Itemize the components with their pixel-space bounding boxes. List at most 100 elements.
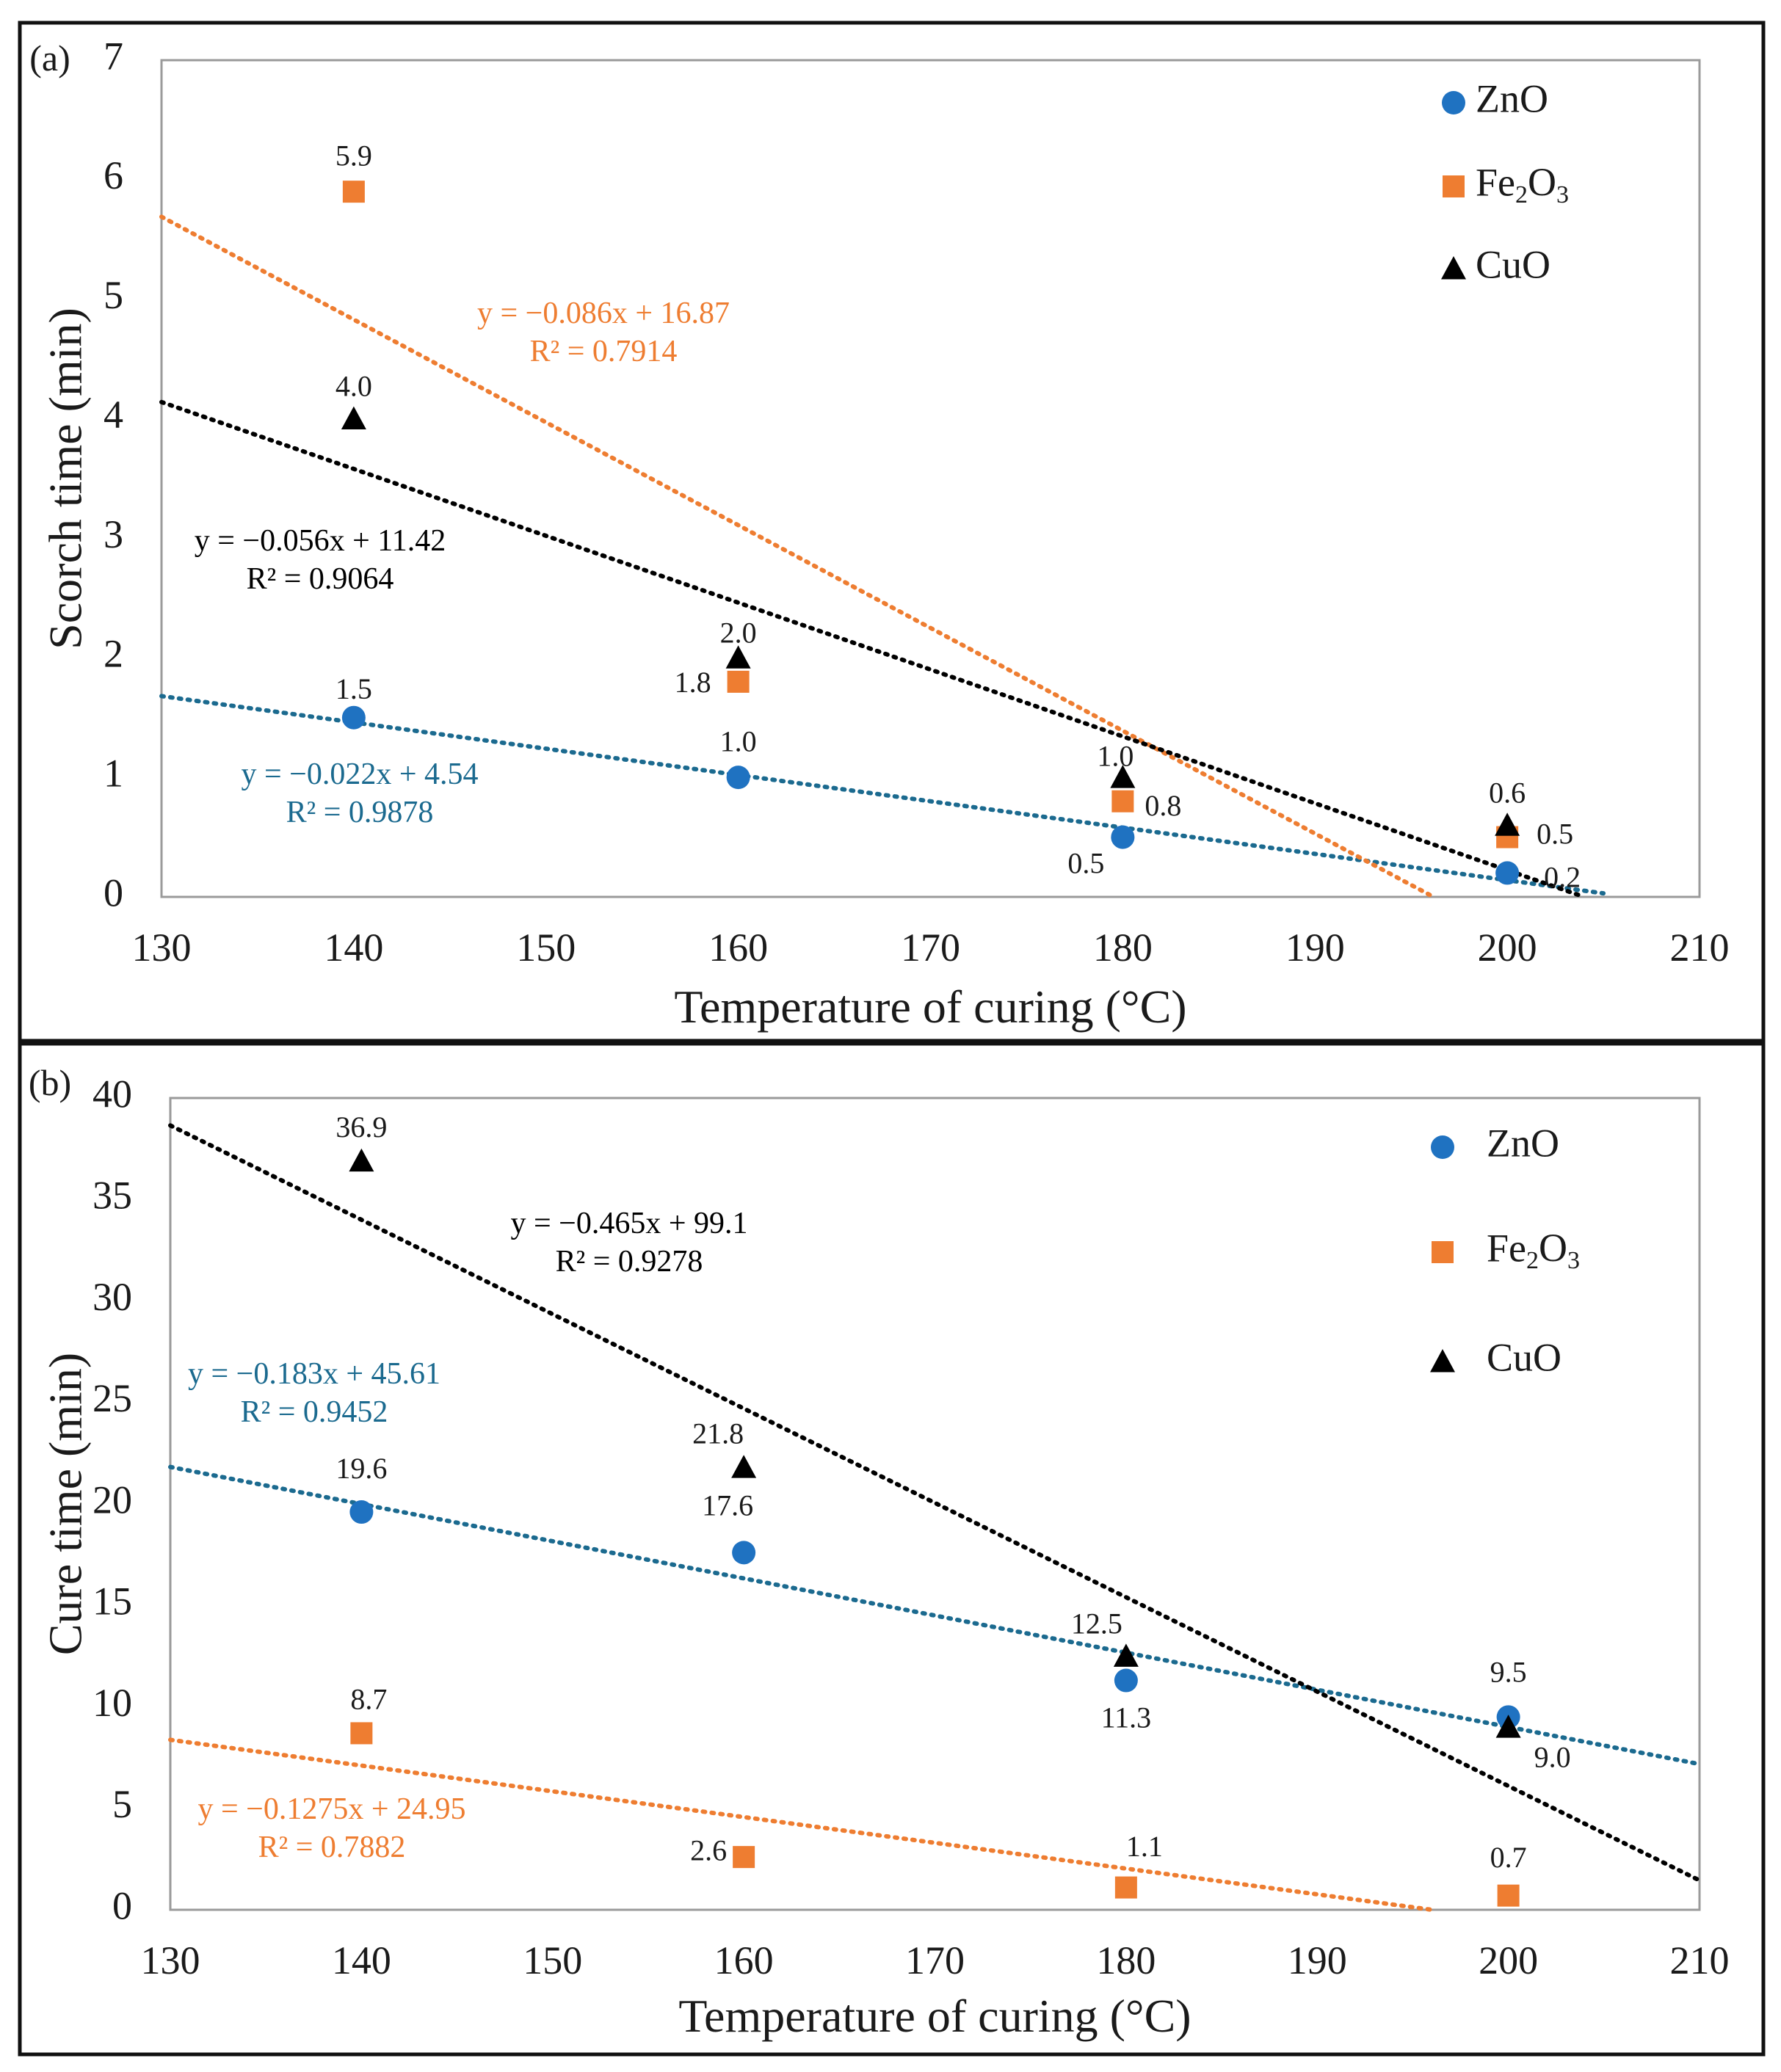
legend-label: ZnO (1476, 76, 1548, 120)
y-tick-label: 1 (104, 752, 123, 796)
data-point (350, 1722, 373, 1745)
data-label: 17.6 (702, 1489, 753, 1522)
y-axis-title: Cure time (min) (40, 1353, 92, 1655)
trend-r-squared: R² = 0.7882 (258, 1831, 406, 1864)
data-point (349, 1500, 374, 1524)
data-label: 1.8 (675, 666, 711, 699)
legend-label: CuO (1487, 1335, 1561, 1379)
data-point (1111, 825, 1135, 849)
x-axis-title: Temperature of curing (°C) (674, 981, 1186, 1033)
panel-frame (18, 1042, 1766, 2057)
x-tick-label: 200 (1478, 926, 1537, 970)
data-point (732, 1541, 756, 1565)
y-tick-label: 7 (104, 34, 123, 78)
trend-r-squared: R² = 0.7914 (530, 335, 678, 368)
x-tick-label: 130 (132, 926, 192, 970)
legend-marker-square (1443, 175, 1465, 197)
y-tick-label: 40 (93, 1072, 132, 1116)
data-point (342, 181, 365, 203)
trend-r-squared: R² = 0.9064 (247, 562, 394, 596)
legend-label: ZnO (1487, 1121, 1559, 1165)
data-point (1113, 1643, 1139, 1667)
data-label: 0.5 (1067, 847, 1104, 880)
legend: ZnO Fe2O3 CuO (1441, 76, 1569, 286)
data-label: 8.7 (350, 1683, 387, 1716)
x-tick-label: 140 (332, 1938, 391, 1982)
y-axis-title: Scorch time (min) (40, 308, 92, 650)
data-label: 11.3 (1101, 1701, 1152, 1734)
trend-equation: y = −0.086x + 16.87 (477, 297, 730, 330)
legend: ZnO Fe2O3 CuO (1430, 1121, 1580, 1379)
data-point (1114, 1668, 1138, 1693)
trend-equation: y = −0.183x + 45.61 (188, 1357, 440, 1391)
y-tick-label: 15 (93, 1580, 132, 1624)
y-tick-label: 2 (104, 632, 123, 676)
data-label: 5.9 (335, 139, 372, 172)
panel-frame (18, 21, 1766, 1043)
y-tick-label: 4 (104, 393, 123, 437)
data-point (1111, 790, 1134, 813)
legend-marker-circle (1431, 1135, 1454, 1159)
trend-equation: y = −0.465x + 99.1 (510, 1207, 747, 1240)
trend-r-squared: R² = 0.9878 (286, 796, 434, 829)
y-tick-label: 0 (112, 1883, 132, 1927)
data-label: 21.8 (692, 1417, 744, 1450)
data-point (725, 645, 751, 669)
chart-panel-a: (a) 130 140 150 160 170 180 190 200 210 0 1 2 3 4 5 6 7 Te… (18, 21, 1766, 1043)
data-label: 1.1 (1126, 1830, 1163, 1863)
legend-marker-circle (1442, 91, 1465, 114)
trend-equation: y = −0.1275x + 24.95 (197, 1792, 465, 1826)
data-point (341, 406, 366, 430)
x-tick-label: 190 (1285, 926, 1345, 970)
plot-area (160, 59, 1701, 898)
x-tick-label: 190 (1288, 1938, 1347, 1982)
panel-label: (a) (29, 37, 70, 79)
y-tick-label: 10 (93, 1681, 132, 1725)
data-label: 2.6 (690, 1833, 727, 1866)
legend-label: Fe2O3 (1487, 1226, 1580, 1273)
y-tick-label: 3 (104, 512, 123, 556)
y-tick-label: 5 (112, 1782, 132, 1826)
data-label: 1.0 (720, 724, 757, 757)
data-label: 9.0 (1534, 1740, 1571, 1773)
data-label: 4.0 (335, 370, 372, 403)
legend-marker-triangle (1441, 256, 1466, 280)
data-label: 2.0 (720, 616, 757, 649)
trendline-zno (168, 1464, 1702, 1767)
x-tick-label: 170 (901, 926, 960, 970)
y-tick-label: 6 (104, 153, 123, 197)
data-point (1495, 1715, 1521, 1738)
data-point (1110, 765, 1136, 788)
data-point (1495, 813, 1520, 836)
data-point (1114, 1876, 1137, 1899)
trendline-fe (168, 1737, 1434, 1912)
x-tick-label: 200 (1479, 1938, 1538, 1982)
y-tick-label: 30 (93, 1275, 132, 1319)
data-point (1495, 861, 1520, 885)
trend-equation: y = −0.056x + 11.42 (195, 524, 446, 558)
data-point (731, 1455, 757, 1478)
data-label: 0.8 (1145, 789, 1181, 822)
data-label: 1.0 (1097, 739, 1133, 772)
x-tick-label: 210 (1670, 926, 1730, 970)
data-label: 0.6 (1489, 776, 1526, 809)
y-tick-label: 25 (93, 1376, 132, 1420)
x-axis-title: Temperature of curing (°C) (678, 1990, 1191, 2042)
trendline-cuo (159, 399, 1586, 899)
x-tick-label: 150 (516, 926, 576, 970)
chart-panel-b: (b) 130 140 150 160 170 180 190 200 210 0 5 10 15 20 25… (18, 1042, 1766, 2057)
trendline-fe (159, 214, 1433, 898)
data-label: 19.6 (335, 1452, 387, 1485)
data-label: 1.5 (335, 672, 372, 705)
data-label: 12.5 (1071, 1607, 1122, 1640)
x-tick-label: 170 (905, 1938, 965, 1982)
y-tick-label: 20 (93, 1477, 132, 1522)
trend-r-squared: R² = 0.9278 (556, 1245, 703, 1279)
y-tick-label: 0 (104, 870, 123, 915)
data-label: 9.5 (1490, 1655, 1527, 1688)
data-label: 36.9 (335, 1110, 387, 1144)
panel-label: (b) (29, 1062, 71, 1103)
x-tick-label: 180 (1096, 1938, 1156, 1982)
y-tick-label: 5 (104, 273, 123, 317)
trend-r-squared: R² = 0.9452 (241, 1395, 388, 1429)
